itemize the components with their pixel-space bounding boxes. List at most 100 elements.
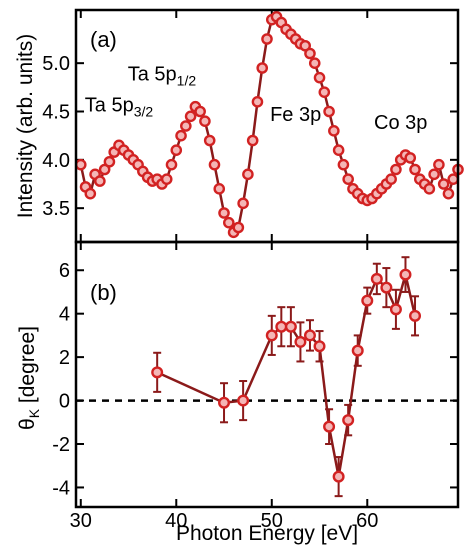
panel-b-point <box>389 303 402 316</box>
panel-a-point <box>323 105 335 118</box>
panel-b-ylabel-sub: K <box>26 408 42 418</box>
panel-b-point <box>294 335 307 348</box>
x-axis-label: Photon Energy [eV] <box>176 522 358 545</box>
panel-b-ytick-label: 4 <box>59 304 70 326</box>
panel-a-point <box>308 57 321 69</box>
panel-a-point <box>170 144 183 156</box>
panel-b-errorbars <box>153 256 420 498</box>
panel-b-xtick-label: 60 <box>356 510 378 532</box>
panel-a-label: (a) <box>90 27 117 52</box>
panel-b-markers <box>151 268 422 483</box>
panel-b-ytick-label: -2 <box>52 434 70 456</box>
panel-b-point <box>237 394 250 407</box>
panel-a-point <box>437 178 450 190</box>
panel-a-point <box>160 173 173 185</box>
panel-a-point <box>84 187 97 200</box>
panel-b-point <box>409 309 422 322</box>
panel-b-ylabel-unit: [degree] <box>16 326 39 409</box>
panel-a-annotation: Co 3p <box>374 112 427 134</box>
panel-b-point <box>275 320 288 333</box>
panel-a-point <box>237 197 249 210</box>
panel-a-annotations: Ta 5p3/2 Ta 5p1/2 Fe 3p Co 3p <box>85 64 428 134</box>
panel-a-point <box>447 173 460 185</box>
panel-a-point <box>342 173 354 185</box>
panel-b-line <box>156 274 417 477</box>
panel-a-annotation: Ta 5p1/2 <box>128 64 197 89</box>
panel-a-point <box>304 47 316 60</box>
panel-b-ticks: -4 -2 0 2 4 6 30 40 50 60 <box>52 242 458 532</box>
panel-a-point <box>218 207 230 219</box>
panel-b-series <box>156 274 417 477</box>
panel-a-point <box>103 155 116 168</box>
panel-b-ylabel-theta: θ <box>16 418 39 430</box>
panel-b-ytick-label: -4 <box>52 477 70 499</box>
panel-a-point <box>165 158 178 171</box>
panel-b-ytick-label: 2 <box>59 347 70 369</box>
panel-b-ytick-label: 0 <box>59 391 70 413</box>
panel-a-point <box>180 120 192 132</box>
panel-a-point <box>242 168 254 181</box>
panel-b-point <box>380 281 393 294</box>
panel-b-ylabel: θK [degree] <box>16 326 42 430</box>
panel-a-point <box>208 158 221 171</box>
panel-b-point <box>265 329 278 342</box>
panel-b-point <box>351 344 364 357</box>
panel-a-annotation: Ta 5p3/2 <box>85 95 154 120</box>
panel-a-point <box>423 183 436 195</box>
panel-a-point <box>328 125 340 137</box>
panel-a-point <box>337 158 350 171</box>
panel-b-label: (b) <box>90 280 117 305</box>
panel-a: 3.5 4.0 4.5 5.0 (a) Ta 5p3/2 Ta 5p1/2 Fe 3p Co… <box>14 8 464 244</box>
panel-a-point <box>194 105 206 118</box>
panel-b: -4 -2 0 2 4 6 30 40 50 60 (b) θK [degree] Photon … <box>16 240 460 545</box>
panel-a-point <box>390 163 402 176</box>
panel-b-ytick-label: 6 <box>59 260 70 282</box>
panel-b-point <box>342 414 355 427</box>
panel-a-ylabel: Intensity (arb. units) <box>14 34 37 218</box>
panel-a-ytick-label: 5.0 <box>42 53 70 75</box>
panel-a-point <box>332 144 345 156</box>
panel-a-point <box>213 183 226 195</box>
panel-b-point <box>361 294 374 307</box>
panel-a-point <box>203 134 216 147</box>
panel-a-ytick-label: 4.0 <box>42 150 70 172</box>
panel-a-point <box>199 115 211 127</box>
panel-b-point <box>323 420 336 433</box>
panel-a-point <box>313 71 326 84</box>
panel-a-ticks: 3.5 4.0 4.5 5.0 <box>42 10 458 242</box>
panel-b-point <box>151 366 164 379</box>
panel-a-point <box>428 168 440 181</box>
panel-b-frame <box>74 240 460 509</box>
panel-a-point <box>184 110 197 123</box>
panel-a-ytick-label: 4.5 <box>42 102 70 124</box>
panel-b-point <box>370 272 383 285</box>
panel-b-xtick-label: 50 <box>261 510 283 532</box>
panel-a-point <box>409 163 421 176</box>
panel-b-point <box>399 268 412 281</box>
panel-a-annotation: Fe 3p <box>270 104 321 126</box>
panel-b-point <box>218 396 231 409</box>
panel-a-point <box>232 221 245 234</box>
panel-a-point <box>385 173 397 185</box>
panel-a-point <box>251 96 264 108</box>
panel-a-point <box>433 158 445 171</box>
panel-a-point <box>442 187 455 200</box>
panel-a-point <box>74 158 87 171</box>
panel-b-point <box>284 320 297 333</box>
panel-a-point <box>404 152 417 164</box>
panel-a-markers <box>74 10 464 239</box>
panel-a-point <box>256 62 269 74</box>
panel-a-point <box>175 129 187 142</box>
panel-b-xtick-label: 40 <box>165 510 187 532</box>
panel-b-xtick-label: 30 <box>70 510 92 532</box>
panel-a-point <box>318 86 331 98</box>
panel-a-point <box>222 216 235 229</box>
panel-a-ytick-label: 3.5 <box>42 198 70 220</box>
panel-a-point <box>246 134 259 147</box>
panel-b-point <box>332 470 345 483</box>
panel-b-point <box>313 340 326 353</box>
panel-a-point <box>261 33 273 45</box>
panel-b-point <box>303 329 316 342</box>
panel-a-point <box>94 175 106 187</box>
